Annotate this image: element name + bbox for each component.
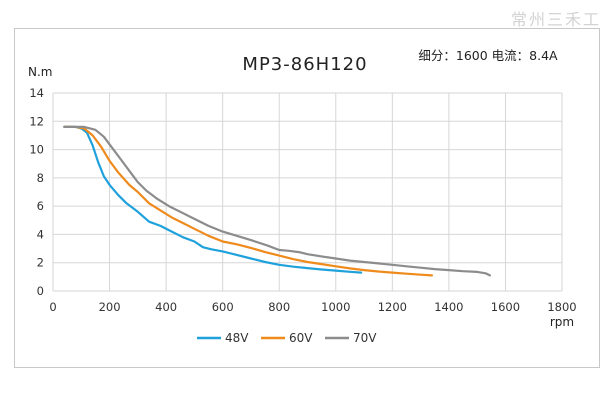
y-tick-label: 6 [37,199,44,213]
y-tick-label: 4 [37,227,44,241]
legend-label-70v: 70V [353,331,377,345]
x-tick-label: 1600 [491,300,520,314]
x-tick-label: 0 [49,300,56,314]
y-tick-label: 14 [29,86,44,100]
x-tick-label: 1000 [321,300,350,314]
x-tick-label: 600 [212,300,234,314]
y-tick-label: 10 [29,143,44,157]
y-tick-label: 8 [37,171,44,185]
x-tick-label: 1800 [547,300,576,314]
legend-label-60v: 60V [289,331,313,345]
series-line-48v [63,125,363,274]
chart-title: MP3-86H120 [242,54,367,75]
y-tick-label: 12 [29,114,44,128]
chart-subtitle: 细分：1600 电流：8.4A [418,48,558,63]
x-tick-label: 1200 [378,300,407,314]
series-line-70v [63,125,491,277]
y-tick-label: 0 [37,284,44,298]
x-axis-label: rpm [550,315,574,329]
watermark: 常州三禾工 [510,10,601,29]
chart-frame [14,28,600,368]
x-tick-label: 1400 [434,300,463,314]
series-line-60v [63,125,433,277]
legend-label-48v: 48V [225,331,249,345]
x-tick-label: 400 [155,300,177,314]
y-axis-label: N.m [28,65,52,79]
x-tick-label: 200 [99,300,121,314]
x-tick-label: 800 [268,300,290,314]
y-tick-label: 2 [37,256,44,270]
